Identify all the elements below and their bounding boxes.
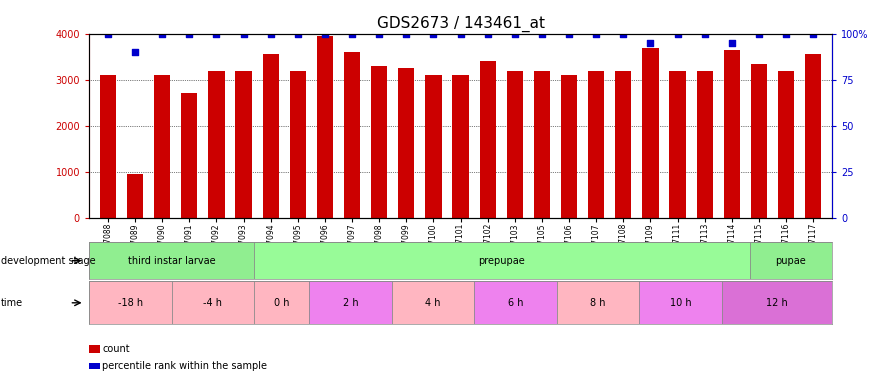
Point (182, 31, 197, 37)
Bar (506, 70, 523, 217)
Bar (392, 281, 474, 324)
Bar (263, 54, 279, 217)
Text: 2 h: 2 h (343, 298, 359, 308)
Point (128, 49, 142, 55)
Text: prepupae: prepupae (479, 256, 525, 266)
Point (101, 31, 115, 37)
Point (562, 31, 576, 37)
Bar (751, 64, 767, 217)
Bar (557, 281, 640, 324)
Bar (100, 75, 116, 217)
Bar (290, 70, 306, 217)
Bar (398, 68, 415, 218)
Point (724, 40, 739, 46)
Bar (208, 70, 224, 217)
Bar (172, 281, 255, 324)
Point (589, 31, 603, 37)
Bar (255, 242, 749, 279)
Point (291, 31, 305, 37)
Text: 0 h: 0 h (274, 298, 289, 308)
Bar (317, 36, 333, 218)
Point (426, 31, 441, 37)
Bar (89, 281, 172, 324)
Bar (722, 281, 832, 324)
Point (507, 31, 522, 37)
Bar (615, 70, 631, 217)
Point (263, 31, 278, 37)
Bar (669, 70, 685, 217)
Bar (474, 281, 557, 324)
Point (155, 31, 169, 37)
Point (643, 40, 658, 46)
Point (400, 31, 414, 37)
Point (670, 31, 684, 37)
Bar (534, 70, 550, 217)
Point (237, 31, 251, 37)
Text: count: count (102, 344, 130, 354)
Bar (182, 93, 198, 218)
Text: pupae: pupae (775, 256, 806, 266)
Text: 6 h: 6 h (508, 298, 523, 308)
Point (698, 31, 712, 37)
Bar (236, 70, 252, 217)
Bar (480, 62, 496, 217)
Bar (452, 75, 469, 217)
Bar (697, 70, 713, 217)
Point (616, 31, 630, 37)
Point (209, 31, 223, 37)
Bar (344, 52, 360, 217)
Text: -4 h: -4 h (203, 298, 222, 308)
Bar (588, 70, 604, 217)
Point (454, 31, 468, 37)
Bar (561, 75, 578, 217)
Text: 10 h: 10 h (670, 298, 692, 308)
Point (779, 31, 793, 37)
Bar (255, 281, 309, 324)
Bar (643, 48, 659, 217)
Bar (154, 75, 170, 217)
Bar (749, 242, 832, 279)
Point (481, 31, 495, 37)
Bar (640, 281, 722, 324)
Text: 12 h: 12 h (766, 298, 788, 308)
Bar (371, 66, 387, 218)
Point (372, 31, 386, 37)
Text: third instar larvae: third instar larvae (128, 256, 215, 266)
Text: time: time (1, 298, 23, 308)
Point (806, 31, 821, 37)
Bar (309, 281, 392, 324)
Text: 8 h: 8 h (590, 298, 606, 308)
Text: development stage: development stage (1, 256, 95, 266)
Bar (778, 70, 794, 217)
Point (535, 31, 549, 37)
Text: percentile rank within the sample: percentile rank within the sample (102, 361, 267, 370)
Bar (89, 242, 255, 279)
Title: GDS2673 / 143461_at: GDS2673 / 143461_at (376, 16, 545, 32)
Point (345, 31, 360, 37)
Bar (425, 75, 441, 217)
Text: -18 h: -18 h (117, 298, 143, 308)
Bar (127, 174, 143, 217)
Bar (724, 50, 740, 217)
Point (752, 31, 766, 37)
Point (318, 31, 332, 37)
Bar (805, 54, 821, 217)
Text: 4 h: 4 h (425, 298, 441, 308)
